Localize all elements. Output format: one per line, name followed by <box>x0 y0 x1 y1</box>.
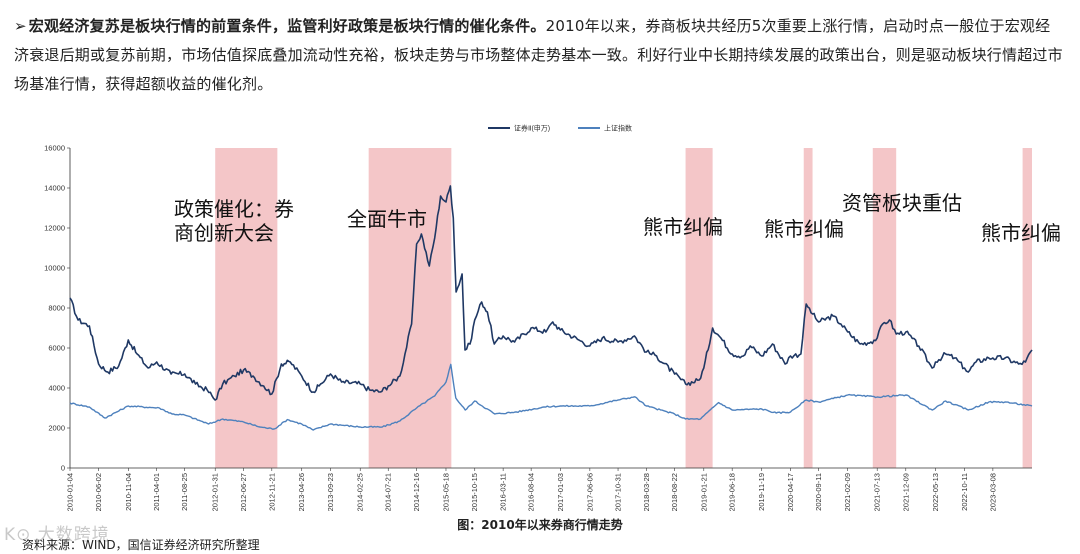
band-annotation-2: 熊市纠偏 <box>643 215 723 239</box>
x-tick-label: 2010-06-02 <box>94 473 103 511</box>
band-annotation-0: 商创新大会 <box>174 221 274 245</box>
x-tick-label: 2015-10-15 <box>470 473 479 511</box>
x-tick-label: 2022-10-11 <box>960 473 969 511</box>
series-line-0 <box>69 185 1033 401</box>
x-tick-label: 2017-10-31 <box>614 473 623 511</box>
intro-lead: 宏观经济复苏是板块行情的前置条件，监管利好政策是板块行情的催化条件。 <box>28 17 546 35</box>
x-tick-label: 2016-03-11 <box>499 473 508 511</box>
x-tick-label: 2010-01-04 <box>66 473 75 511</box>
chart-caption: 图：2010年以来券商行情走势 <box>457 518 623 532</box>
x-tick-label: 2013-04-26 <box>297 473 306 511</box>
bullet-arrow-icon: ➢ <box>14 17 27 35</box>
y-tick-label: 2000 <box>48 424 65 433</box>
band-1 <box>368 148 452 468</box>
x-tick-label: 2020-04-17 <box>786 473 795 511</box>
x-tick-label: 2019-01-21 <box>699 473 708 511</box>
x-tick-label: 2017-06-06 <box>585 473 594 511</box>
band-2 <box>685 148 713 468</box>
x-tick-label: 2011-08-25 <box>180 473 189 511</box>
y-tick-label: 8000 <box>48 304 65 313</box>
band-annotation-0: 政策催化：券 <box>174 197 294 221</box>
x-tick-label: 2021-12-09 <box>901 473 910 511</box>
x-tick-label: 2020-09-11 <box>814 473 823 511</box>
x-tick-label: 2019-11-19 <box>757 473 766 511</box>
x-tick-label: 2023-03-08 <box>988 473 997 511</box>
intro-paragraph: ➢ 宏观经济复苏是板块行情的前置条件，监管利好政策是板块行情的催化条件。2010年… <box>14 12 1064 99</box>
series-lines <box>69 185 1033 431</box>
x-tick-label: 2017-01-03 <box>556 473 565 511</box>
watermark-logo: K⊙ 大数跨境 <box>4 525 110 545</box>
x-tick-label: 2019-06-18 <box>728 473 737 511</box>
x-tick-label: 2014-12-16 <box>412 473 421 511</box>
chart-axes: 0 2000 4000 6000 8000 10000 12000 14000 16000 201… <box>44 144 1032 511</box>
x-tick-label: 2011-04-01 <box>152 473 161 511</box>
securities-trend-chart: 0 2000 4000 6000 8000 10000 12000 14000 16000 201… <box>44 124 1061 512</box>
x-tick-label: 2021-07-13 <box>873 473 882 511</box>
x-tick-label: 2015-05-18 <box>441 473 450 511</box>
band-0 <box>215 148 278 468</box>
source-note: 资料来源：WIND，国信证券经济研究所整理 <box>22 538 260 552</box>
x-tick-label: 2018-08-22 <box>670 473 679 511</box>
band-annotation-5: 熊市纠偏 <box>981 221 1061 245</box>
x-tick-label: 2012-11-21 <box>267 473 276 511</box>
x-tick-label: 2010-11-04 <box>124 473 133 511</box>
x-tick-label: 2018-03-28 <box>642 473 651 511</box>
x-tick-label: 2012-01-31 <box>211 473 220 511</box>
y-tick-label: 16000 <box>44 144 65 153</box>
y-tick-label: 0 <box>61 464 65 473</box>
series-line-1 <box>69 363 1033 431</box>
x-tick-label: 2012-06-27 <box>239 473 248 511</box>
y-tick-label: 12000 <box>44 224 65 233</box>
band-annotation-1: 全面牛市 <box>347 207 427 231</box>
x-tick-label: 2014-02-25 <box>356 473 365 511</box>
chart-legend: 证券Ⅱ(申万) 上证指数 <box>488 124 632 133</box>
band-annotation-4: 资管板块重估 <box>842 191 962 215</box>
x-tick-label: 2016-08-04 <box>527 473 536 511</box>
y-tick-label: 14000 <box>44 184 65 193</box>
x-tick-label: 2021-02-09 <box>843 473 852 511</box>
y-tick-label: 6000 <box>48 344 65 353</box>
y-tick-label: 10000 <box>44 264 65 273</box>
legend-label-1: 上证指数 <box>604 124 632 133</box>
x-tick-label: 2014-07-21 <box>384 473 393 511</box>
band-annotation-3: 熊市纠偏 <box>764 217 844 241</box>
band-4 <box>872 148 897 468</box>
x-tick-label: 2022-05-13 <box>931 473 940 511</box>
highlight-bands <box>215 148 1032 468</box>
band-5 <box>1022 148 1032 468</box>
y-tick-label: 4000 <box>48 384 65 393</box>
intro-body: 2010年以来，券商板块共经历5次重要上涨行情，启动时点一般位于宏观经济衰退后期… <box>14 17 1063 93</box>
x-tick-label: 2013-09-23 <box>326 473 335 511</box>
legend-label-0: 证券Ⅱ(申万) <box>514 124 550 133</box>
